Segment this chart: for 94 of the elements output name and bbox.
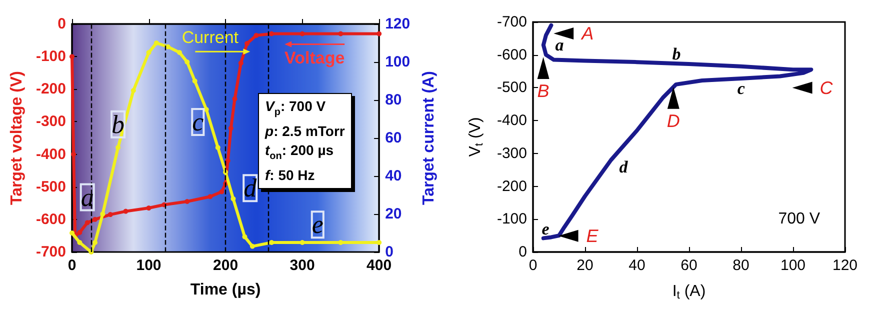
point <box>228 126 234 131</box>
y2-tick-label: 40 <box>385 168 402 184</box>
point <box>242 234 248 240</box>
annotation: A <box>580 24 594 44</box>
point <box>146 206 152 211</box>
y-tick-label: -400 <box>496 112 527 130</box>
annotation: e <box>542 220 550 238</box>
y2-tick-label: 120 <box>385 16 410 32</box>
point <box>230 196 236 202</box>
annotation: f: 50 Hz <box>265 166 315 183</box>
point <box>215 145 220 150</box>
point <box>338 31 344 36</box>
y-axis-title: Vt (V) <box>467 117 486 157</box>
y-tick-label: -500 <box>36 178 66 196</box>
point <box>116 145 121 150</box>
point <box>77 230 82 235</box>
x-tick-label: 40 <box>628 257 646 274</box>
annotation: b <box>672 44 681 64</box>
annotation: Voltage <box>284 48 345 68</box>
y2-tick-label: 100 <box>385 54 410 70</box>
annotation: C <box>820 78 834 98</box>
point <box>254 32 259 38</box>
point <box>84 220 90 226</box>
point <box>71 152 76 157</box>
annotation: a <box>555 36 564 54</box>
y-tick-label: -300 <box>36 113 66 130</box>
point <box>250 244 255 249</box>
y-tick-label: -600 <box>36 210 66 228</box>
point <box>176 50 182 55</box>
annotation: Current <box>182 28 239 48</box>
point <box>244 41 250 46</box>
y2-tick-label: 60 <box>385 130 402 146</box>
point <box>100 212 106 216</box>
x-tick-label: 200 <box>213 257 238 274</box>
annotation: c <box>737 79 746 98</box>
point <box>300 31 305 36</box>
y-tick-label: -700 <box>36 244 66 260</box>
x-tick-label: 300 <box>290 257 315 274</box>
x-tick-label: 100 <box>136 257 162 274</box>
point <box>238 60 244 66</box>
point <box>123 208 128 214</box>
point <box>184 60 190 64</box>
point <box>154 40 159 46</box>
point <box>376 240 382 245</box>
y-tick-label: -100 <box>36 48 66 66</box>
y2-tick-label: 20 <box>385 206 402 222</box>
annotation: E <box>586 226 600 246</box>
y2-axis-title: Target current (A) <box>420 71 438 205</box>
annotation: V$_{p}$: 700 V <box>265 98 326 118</box>
x-tick-label: 0 <box>528 257 538 274</box>
annotation: p: 2.5 mTorr <box>265 122 345 139</box>
point <box>130 88 136 93</box>
point <box>77 240 82 245</box>
y-tick-label: -700 <box>496 14 527 30</box>
annotation: t$_{on}$: 200 µs <box>265 142 334 162</box>
point <box>219 189 224 194</box>
point <box>376 31 382 36</box>
y-tick-label: 0 <box>518 244 527 260</box>
annotation: b <box>112 110 125 139</box>
point <box>146 50 152 55</box>
annotation: 700 V <box>778 210 820 228</box>
y-tick-label: 0 <box>58 16 66 32</box>
point <box>70 230 74 236</box>
point <box>92 216 98 222</box>
y-tick-label: -400 <box>36 146 66 163</box>
annotation: d <box>619 157 628 176</box>
x-tick-label: 60 <box>680 257 698 274</box>
point <box>232 96 238 102</box>
annotation: D <box>666 110 680 131</box>
point <box>70 54 74 60</box>
point <box>192 78 198 84</box>
y-tick-label: -600 <box>496 46 527 64</box>
y-axis-title: Target voltage (V) <box>8 71 26 205</box>
point <box>208 194 213 200</box>
y2-tick-label: 80 <box>385 92 402 108</box>
y-tick-label: -300 <box>496 144 527 162</box>
x-tick-label: 100 <box>780 257 806 274</box>
x-axis-title: Time (µs) <box>190 282 261 298</box>
y-tick-label: -200 <box>36 80 66 98</box>
x-tick-label: 20 <box>576 257 594 274</box>
point <box>300 240 305 245</box>
point <box>225 158 230 164</box>
point <box>269 31 274 36</box>
x-tick-label: 80 <box>732 257 750 274</box>
point <box>92 240 98 245</box>
y-tick-label: -100 <box>496 210 527 228</box>
x-tick-label: 0 <box>68 257 76 274</box>
x-tick-label: 120 <box>832 257 858 274</box>
annotation: B <box>537 81 550 101</box>
point <box>108 212 113 218</box>
point <box>184 199 190 204</box>
y-tick-label: -500 <box>496 79 527 96</box>
point <box>338 240 344 245</box>
y-tick-label: -200 <box>496 178 527 195</box>
